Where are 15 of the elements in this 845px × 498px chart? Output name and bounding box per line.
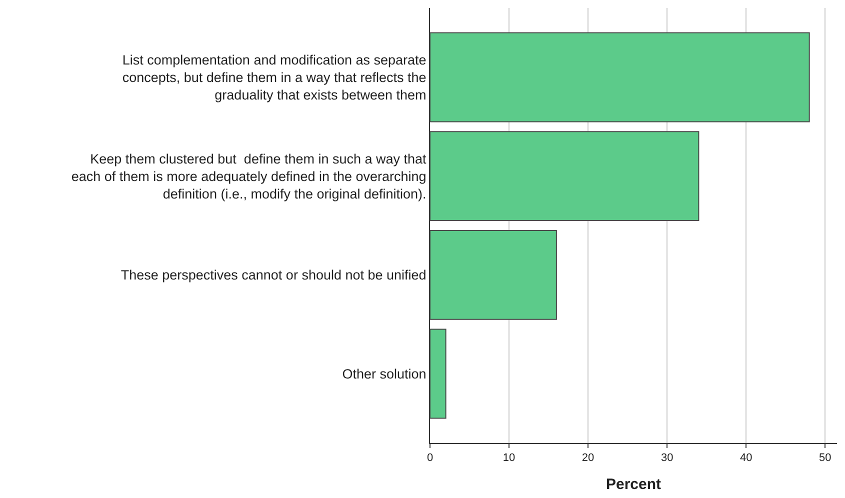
y-tick-label: Other solution [342,366,426,382]
x-tick-label: 20 [582,452,594,464]
x-axis-title: Percent [606,476,662,494]
bar [430,131,700,222]
x-tick-label: 0 [426,452,434,464]
bar [430,328,446,419]
x-tick-label: 40 [740,452,752,464]
y-tick-label: Keep them clustered but define them in such a way that each of them is more adequately defined in the overarching definition (i.e., modify the original definition). [71,151,427,202]
x-tick-label: 50 [819,452,832,464]
bar [430,230,557,320]
x-tick-label: 30 [660,452,674,464]
y-tick-label: List complementation and modification as separate concepts, but define them in a way that reflects the graduality that exists between them [122,52,426,102]
bar [430,32,810,122]
y-tick-label: These perspectives cannot or should not be unified [120,268,426,283]
x-tick-label: 10 [502,452,516,464]
